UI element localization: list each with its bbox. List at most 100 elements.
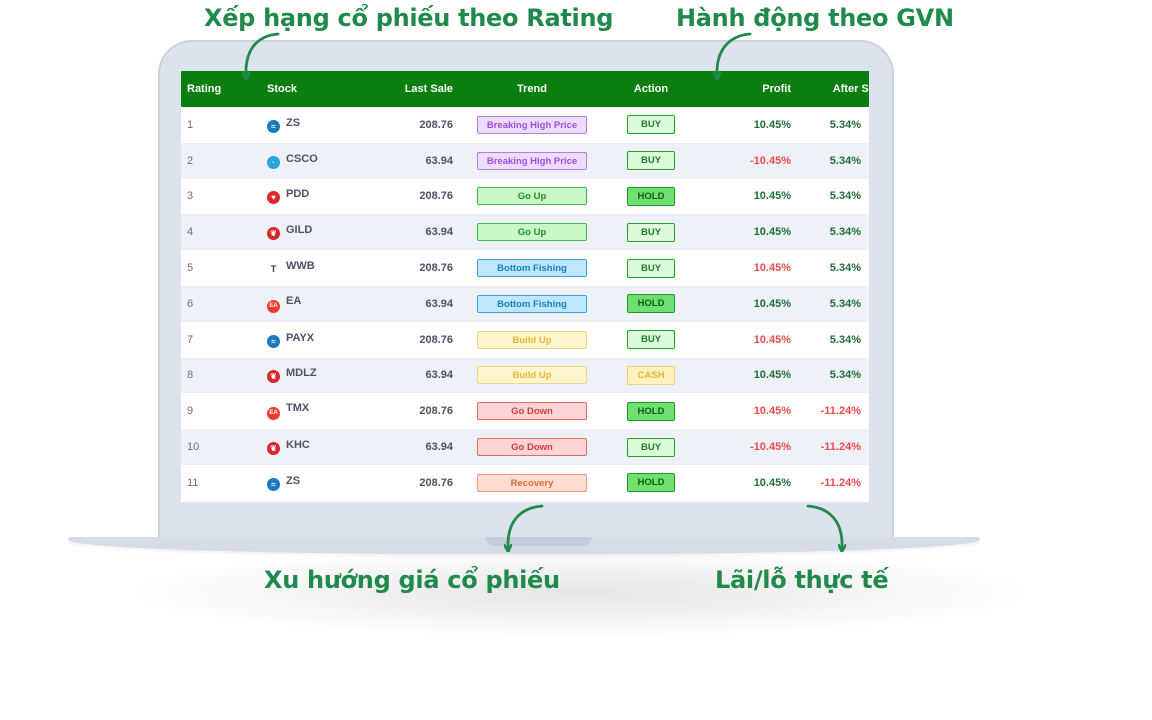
callout-action: Hành động theo GVN (676, 4, 954, 32)
cell-last-sale: 63.94 (425, 441, 453, 454)
cell-rating: 10 (187, 441, 200, 454)
table-row[interactable]: 6 EA EA 63.94 Bottom Fishing HOLD 10.45% 5.34% (181, 285, 869, 322)
cell-trend: Breaking High Price (453, 143, 611, 179)
action-badge[interactable]: BUY (627, 258, 675, 278)
cell-last-sale: 63.94 (425, 369, 453, 382)
cell-stock[interactable]: ❦ KHC (267, 429, 367, 465)
cell-action: BUY (611, 214, 691, 250)
header-trend[interactable]: Trend (517, 83, 547, 95)
cell-stock[interactable]: ≈ ZS (267, 465, 367, 501)
action-badge[interactable]: BUY (627, 222, 675, 242)
cell-stock[interactable]: EA TMX (267, 393, 367, 429)
table-row[interactable]: 8 ❦ MDLZ 63.94 Build Up CASH 10.45% 5.34% (181, 357, 869, 394)
table-row[interactable]: 4 ❦ GILD 63.94 Go Up BUY 10.45% 5.34% (181, 214, 869, 251)
stock-symbol: ZS (286, 474, 301, 487)
action-badge[interactable]: HOLD (627, 401, 675, 421)
cisco-icon: · (267, 155, 280, 169)
cell-action: CASH (611, 358, 691, 394)
cell-profit: 10.45% (753, 369, 791, 382)
cell-stock[interactable]: ❦ GILD (267, 214, 367, 250)
cell-rating: 1 (187, 118, 194, 131)
cell-last-sale: 208.76 (419, 262, 453, 275)
payx-icon: ≈ (267, 334, 280, 348)
trend-badge: Bottom Fishing (477, 259, 587, 278)
cell-stock[interactable]: EA EA (267, 286, 367, 322)
cell-stock[interactable]: · CSCO (267, 143, 367, 179)
cell-after-sell: -11.24% (820, 441, 861, 454)
trend-badge: Go Up (477, 187, 587, 206)
stock-symbol: KHC (286, 439, 310, 452)
trend-badge: Go Up (477, 223, 587, 242)
cell-trend: Breaking High Price (453, 107, 611, 143)
arrow-action (717, 32, 752, 76)
ea-icon: EA (267, 299, 280, 313)
cell-trend: Go Down (453, 429, 611, 465)
zs-icon: ≈ (267, 119, 280, 133)
header-last-sale[interactable]: Last Sale (404, 83, 453, 95)
table-row[interactable]: 10 ❦ KHC 63.94 Go Down BUY -10.45% -11.24% (181, 429, 869, 465)
cell-rating: 6 (187, 297, 194, 310)
table-row[interactable]: 3 ♥ PDD 208.76 Go Up HOLD 10.45% 5.34% (181, 178, 869, 215)
cell-rating: 7 (187, 333, 194, 346)
cell-trend: Bottom Fishing (453, 250, 611, 286)
khc-icon: ❦ (267, 442, 280, 456)
zs-icon: ≈ (267, 477, 280, 491)
action-badge[interactable]: BUY (627, 151, 675, 171)
cell-trend: Build Up (453, 322, 611, 358)
cell-profit: -10.45% (750, 441, 791, 454)
trend-badge: Go Down (477, 402, 587, 421)
cell-profit: 10.45% (753, 262, 791, 275)
cell-stock[interactable]: ≈ PAYX (267, 322, 367, 358)
action-badge[interactable]: HOLD (627, 186, 675, 206)
stock-symbol: WWB (286, 260, 315, 273)
cell-stock[interactable]: T WWB (267, 250, 367, 286)
cell-last-sale: 63.94 (425, 297, 453, 310)
cell-after-sell: 5.34% (829, 190, 861, 203)
action-badge[interactable]: HOLD (627, 294, 675, 314)
cell-stock[interactable]: ♥ PDD (267, 179, 367, 215)
cell-action: BUY (611, 322, 691, 358)
action-badge[interactable]: CASH (627, 365, 675, 385)
cell-stock[interactable]: ❦ MDLZ (267, 358, 367, 394)
trend-badge: Breaking High Price (477, 115, 587, 134)
cell-after-sell: 5.34% (829, 262, 861, 275)
stock-symbol: CSCO (286, 152, 318, 165)
header-profit[interactable]: Profit (762, 83, 791, 95)
table-row[interactable]: 1 ≈ ZS 208.76 Breaking High Price BUY 10.45% 5.… (181, 107, 869, 143)
cell-rating: 5 (187, 262, 194, 275)
cell-profit: -10.45% (750, 154, 791, 167)
action-badge[interactable]: BUY (627, 437, 675, 457)
trend-badge: Bottom Fishing (477, 294, 587, 313)
table-row[interactable]: 5 T WWB 208.76 Bottom Fishing BUY 10.45% 5.34% (181, 250, 869, 286)
header-rating[interactable]: Rating (187, 83, 222, 95)
cell-rating: 11 (187, 476, 199, 489)
cell-profit: 10.45% (753, 226, 791, 239)
header-after-sell[interactable]: After Sell (832, 83, 869, 95)
trend-badge: Breaking High Price (477, 151, 587, 170)
cell-action: BUY (611, 107, 691, 143)
cell-last-sale: 63.94 (425, 226, 453, 239)
header-action[interactable]: Action (633, 83, 669, 95)
table-row[interactable]: 11 ≈ ZS 208.76 Recovery HOLD 10.45% -11.24% (181, 464, 869, 501)
laptop-screen: Rating Stock Last Sale Trend Action Prof… (181, 71, 869, 502)
cell-trend: Go Up (453, 179, 611, 215)
cell-profit: 10.45% (753, 190, 791, 203)
cell-trend: Go Down (453, 393, 611, 429)
cell-action: BUY (611, 250, 691, 286)
cell-last-sale: 208.76 (419, 190, 453, 203)
cell-after-sell: -11.24% (820, 405, 861, 418)
header-stock[interactable]: Stock (267, 83, 297, 95)
table-row[interactable]: 2 · CSCO 63.94 Breaking High Price BUY -10.45%… (181, 142, 869, 179)
cell-after-sell: -11.24% (820, 476, 861, 489)
cell-last-sale: 208.76 (419, 118, 453, 131)
action-badge[interactable]: HOLD (627, 473, 675, 493)
cell-stock[interactable]: ≈ ZS (267, 107, 367, 143)
cell-trend: Recovery (453, 465, 611, 501)
table-row[interactable]: 9 EA TMX 208.76 Go Down HOLD 10.45% -11.24% (181, 393, 869, 430)
cell-after-sell: 5.34% (829, 226, 861, 239)
cell-profit: 10.45% (753, 476, 791, 489)
action-badge[interactable]: BUY (627, 330, 675, 350)
action-badge[interactable]: BUY (627, 115, 675, 135)
table-row[interactable]: 7 ≈ PAYX 208.76 Build Up BUY 10.45% 5.34% (181, 321, 869, 358)
cell-rating: 4 (187, 226, 194, 239)
